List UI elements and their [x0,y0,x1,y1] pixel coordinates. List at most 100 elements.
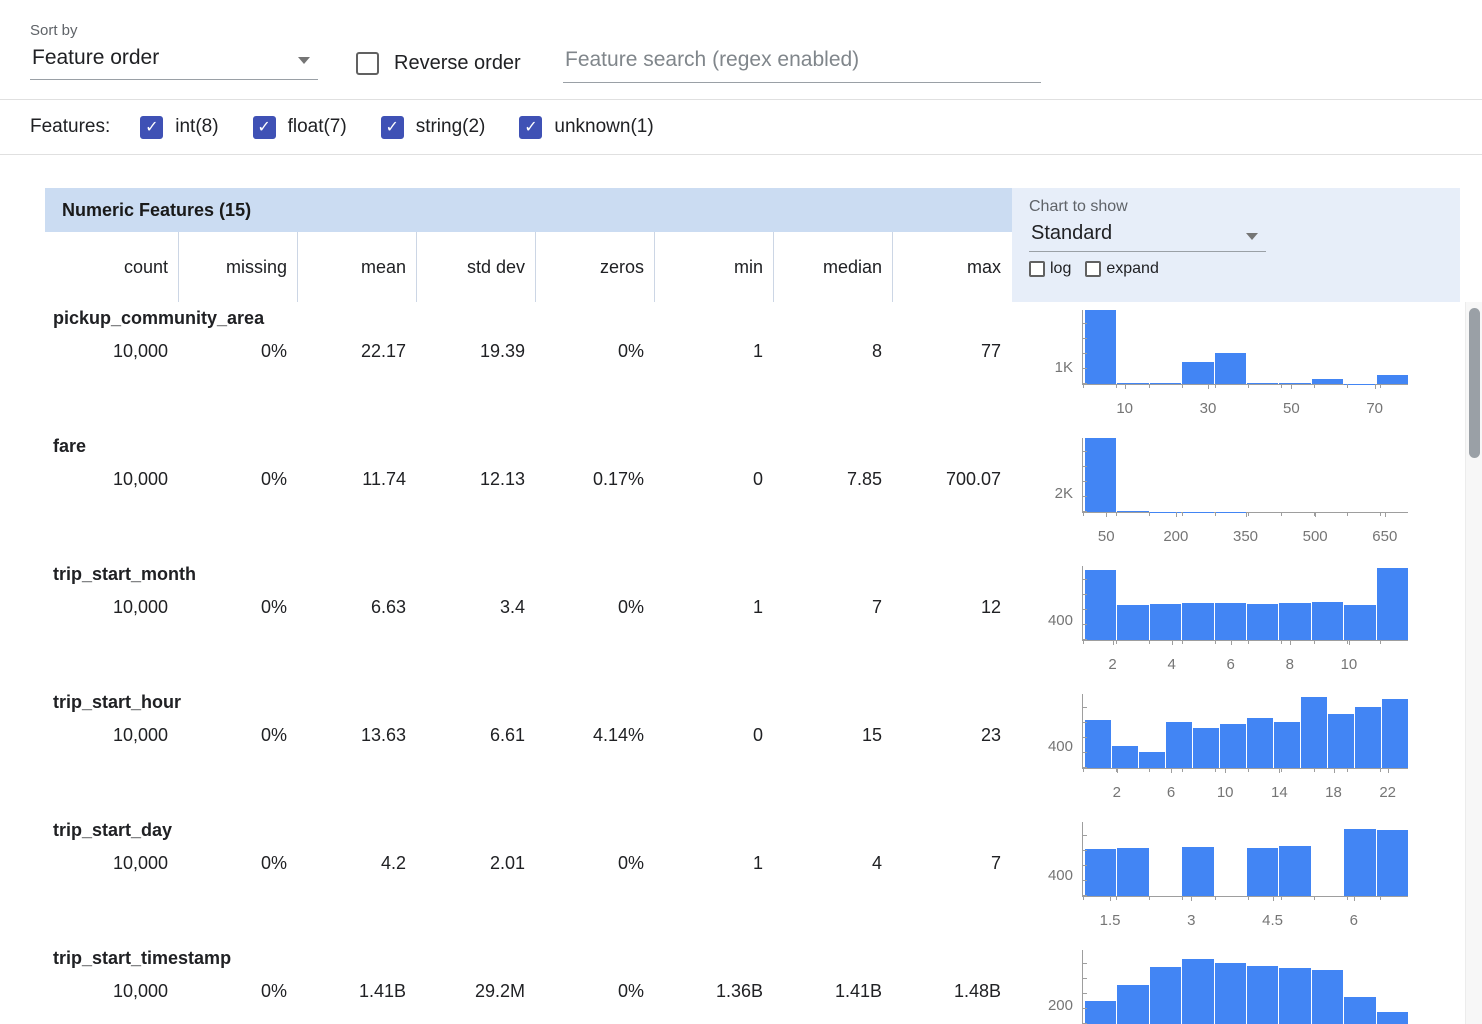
stat-mean: 11.74 [362,469,406,489]
stat-max: 77 [980,341,1001,361]
histogram-bar [1182,603,1214,640]
feature-filter-label: int(8) [175,116,219,137]
sort-by-select[interactable]: Feature order [30,39,318,80]
feature-filter-string[interactable]: ✓ string(2) [380,115,485,139]
histogram-bar [1085,1000,1117,1024]
feature-row-trip_start_day: trip_start_day 10,000 0% 4.2 2.01 0% 1 4 7 400 1.5… [45,814,1460,942]
histogram-bar [1247,965,1279,1024]
x-tick-label: 22 [1379,784,1397,801]
column-header-count: count [123,256,168,277]
scrollbar[interactable] [1465,302,1482,1024]
histogram-bar [1376,375,1409,384]
stats-grid: 10,000 0% 6.63 3.4 0% 1 7 12 [45,597,1012,618]
chart-type-selected-value: Standard [1031,222,1113,244]
histogram-bar [1274,721,1300,768]
feature-filter-float[interactable]: ✓ float(7) [252,115,347,139]
x-tick-mark [1124,384,1126,389]
feature-search-input[interactable] [563,48,1041,83]
stat-min: 0 [752,725,763,745]
column-header-median: median [773,232,892,302]
histogram-bar [1182,959,1214,1024]
feature-filter-unknown[interactable]: ✓ unknown(1) [519,115,654,139]
histogram-trip_start_timestamp: 200 [1012,942,1460,1024]
x-tick-label: 4.5 [1262,912,1284,929]
expand-control[interactable]: expand [1085,260,1159,278]
x-tick-label: 4 [1167,656,1176,673]
scrollbar-thumb[interactable] [1469,308,1480,458]
stat-count: 10,000 [112,725,168,745]
histogram-bar [1117,604,1149,640]
x-tick-label: 70 [1366,400,1383,417]
stat-median: 8 [871,341,882,361]
numeric-features-title: Numeric Features (15) [45,188,1012,232]
histogram-bar [1182,847,1214,896]
histogram-bar [1279,603,1311,640]
histogram-bar [1166,721,1192,768]
column-header-missing: missing [178,232,297,302]
feature-rows: pickup_community_area 10,000 0% 22.17 19.39 0… [45,302,1460,1024]
stat-median: 1.41B [834,981,882,1001]
y-tick-label: 1K [1054,359,1073,377]
histogram-bar [1376,1011,1409,1024]
expand-checkbox[interactable] [1085,261,1102,277]
x-tick-label: 14 [1271,784,1288,801]
histogram-bar [1247,383,1279,384]
stat-std-dev: 3.4 [499,597,525,617]
histogram-bar [1301,696,1327,768]
stat-missing: 0% [260,341,287,361]
x-tick-mark [1171,640,1173,645]
histogram-bar [1220,723,1246,768]
checkbox-int-icon[interactable]: ✓ [140,115,164,139]
histogram-bars [1083,438,1409,512]
histogram-bar [1376,829,1409,896]
feature-row-trip_start_timestamp: trip_start_timestamp 10,000 0% 1.41B 29.2M 0%… [45,942,1460,1024]
feature-stats: trip_start_hour 10,000 0% 13.63 6.61 4.14% 0 15… [45,686,1012,814]
feature-stats: trip_start_day 10,000 0% 4.2 2.01 0% 1 4 7 [45,814,1012,942]
feature-stats: fare 10,000 0% 11.74 12.13 0.17% 0 7.85 700.07 [45,430,1012,558]
checkbox-string-icon[interactable]: ✓ [380,115,404,139]
stat-std-dev: 6.61 [489,725,525,745]
x-tick-label: 6 [1226,656,1235,673]
feature-filter-int[interactable]: ✓ int(8) [140,115,219,139]
feature-name: trip_start_hour [53,692,182,712]
chart-type-select[interactable]: Standard [1029,218,1266,252]
reverse-order-control[interactable]: Reverse order [356,52,521,75]
stat-max: 7 [990,853,1001,873]
feature-stats: pickup_community_area 10,000 0% 22.17 19.39 0… [45,302,1012,430]
stat-count: 10,000 [112,341,168,361]
y-tick-label: 400 [1047,611,1073,629]
features-label: Features: [30,116,111,137]
stats-grid: 10,000 0% 1.41B 29.2M 0% 1.36B 1.41B 1.48B [45,981,1012,1002]
chart-option-checks: log expand [1029,260,1460,278]
histogram-bar [1279,845,1311,896]
checkbox-float-icon[interactable]: ✓ [252,115,276,139]
chevron-down-icon [1246,232,1258,240]
y-tick-label: 200 [1047,996,1073,1014]
feature-row-fare: fare 10,000 0% 11.74 12.13 0.17% 0 7.85 700.07 2K… [45,430,1460,558]
x-tick-mark [1225,768,1227,773]
stat-missing: 0% [260,725,287,745]
histogram-pickup_community_area: 1K 10 30 50 70 [1012,302,1460,430]
histogram-bar [1247,603,1279,640]
stat-missing: 0% [260,853,287,873]
histogram-bar [1149,603,1182,640]
histogram-bar [1279,383,1311,384]
reverse-order-checkbox[interactable] [356,52,379,75]
histogram-bars [1083,950,1409,1024]
x-tick-label: 2 [1108,656,1117,673]
histogram-bar [1117,382,1149,384]
log-control[interactable]: log [1029,260,1071,278]
log-checkbox[interactable] [1029,261,1045,277]
stat-mean: 1.41B [358,981,406,1001]
x-tick-mark [1110,896,1112,901]
histogram-bar [1214,352,1247,384]
x-tick-label: 18 [1325,784,1342,801]
histogram-bar [1085,438,1117,512]
checkbox-unknown-icon[interactable]: ✓ [519,115,543,139]
stat-zeros: 0% [617,341,644,361]
feature-stats: trip_start_timestamp 10,000 0% 1.41B 29.2M 0%… [45,942,1012,1024]
x-tick-mark [1384,512,1386,517]
column-header-row: count missing mean std dev zeros min median max [45,232,1012,302]
chart-to-show-label: Chart to show [1029,198,1128,215]
feature-name: trip_start_month [53,564,197,584]
